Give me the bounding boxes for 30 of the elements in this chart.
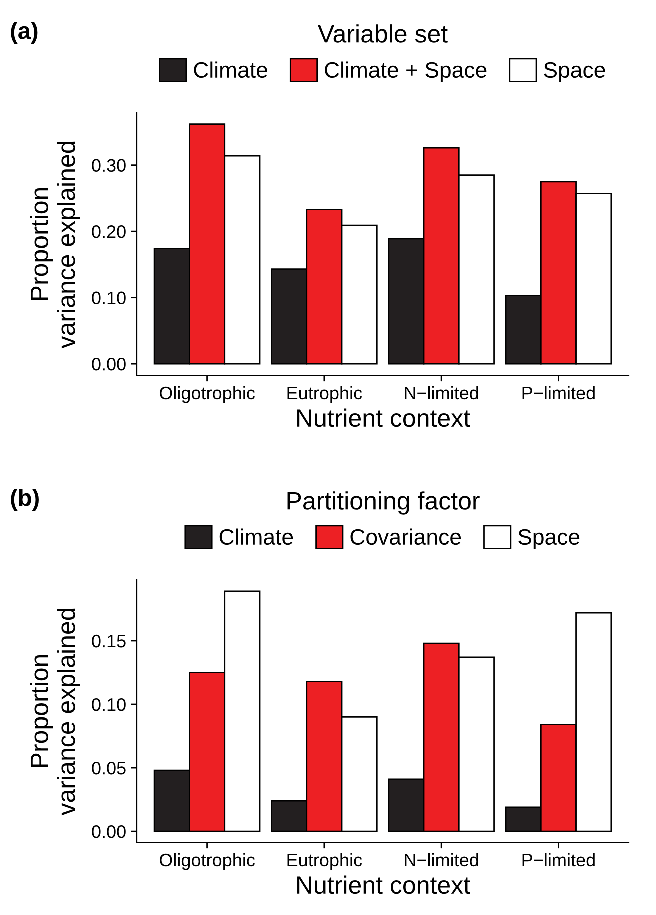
chart-title: (b)	[11, 488, 39, 512]
y-tick-label: 0.15	[92, 634, 126, 648]
x-axis-title: Nutrient context	[298, 876, 470, 894]
y-tick-label: 0.05	[92, 762, 126, 775]
legend-label: Climate	[220, 528, 294, 546]
x-tick-label: Oligotrophic	[160, 853, 255, 870]
y-tick-label: 0.10	[92, 292, 126, 305]
x-tick-label: Eutrophic	[288, 386, 362, 404]
legend-title: Partitioning factor	[288, 492, 480, 515]
legend-label: Climate + Space	[325, 62, 487, 82]
y-axis-title: Proportion variance explained	[30, 608, 80, 816]
x-tick-label: Oligotrophic	[160, 386, 255, 404]
legend-label: Climate	[194, 62, 268, 78]
y-tick-label: 0.00	[92, 826, 126, 838]
legend-label: Space	[544, 62, 606, 82]
x-tick-label: Eutrophic	[288, 853, 362, 870]
y-tick-label: 0.10	[92, 698, 126, 712]
legend-label: Covariance	[350, 528, 462, 546]
legend-title: Variable set	[318, 24, 448, 43]
x-tick-label: P−limited	[522, 853, 595, 867]
x-tick-label: N−limited	[405, 853, 478, 867]
y-tick-label: 0.00	[92, 358, 126, 371]
x-tick-label: N−limited	[405, 386, 478, 400]
x-axis-title: Nutrient context	[298, 408, 470, 428]
x-tick-label: P−limited	[522, 386, 595, 400]
y-axis-title: Proportion variance explained	[30, 142, 80, 349]
y-tick-label: 0.30	[92, 159, 126, 172]
chart-title: (a)	[11, 22, 38, 44]
y-tick-label: 0.20	[92, 226, 126, 238]
legend-label: Space	[518, 529, 580, 550]
